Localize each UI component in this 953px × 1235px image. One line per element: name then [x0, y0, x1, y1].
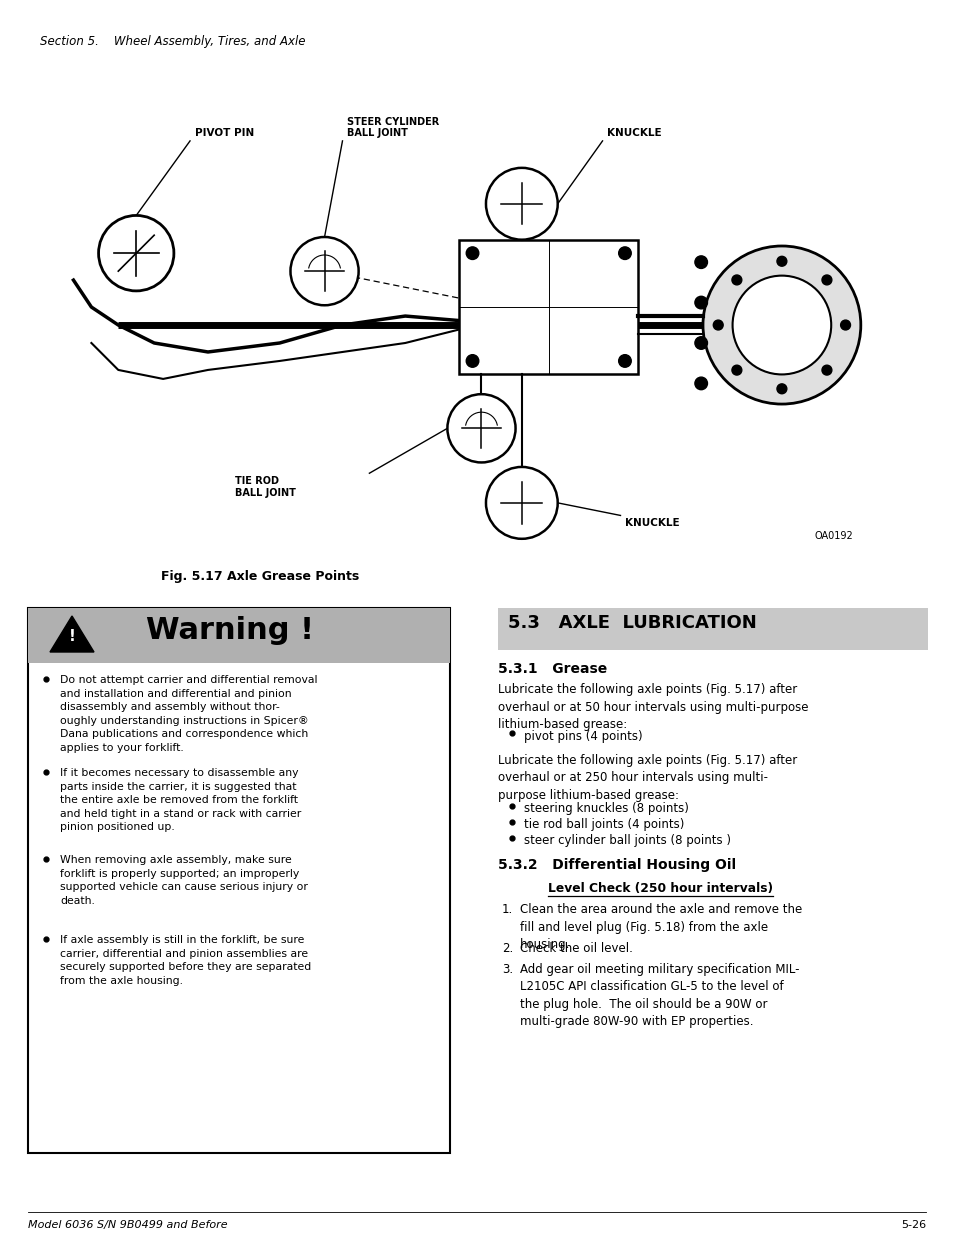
Bar [497, 608, 927, 650]
Text: Clean the area around the axle and remove the
fill and level plug (Fig. 5.18) fr: Clean the area around the axle and remov… [519, 903, 801, 951]
Circle shape [731, 366, 741, 375]
Text: 5.3.1   Grease: 5.3.1 Grease [497, 662, 607, 676]
Text: Model 6036 S/N 9B0499 and Before: Model 6036 S/N 9B0499 and Before [28, 1220, 228, 1230]
Polygon shape [50, 616, 94, 652]
Circle shape [821, 366, 831, 375]
Text: Section 5.    Wheel Assembly, Tires, and Axle: Section 5. Wheel Assembly, Tires, and Ax… [40, 35, 305, 48]
Text: 1.: 1. [501, 903, 513, 916]
Text: Fig. 5.17 Axle Grease Points: Fig. 5.17 Axle Grease Points [161, 571, 358, 583]
Circle shape [713, 320, 722, 330]
Text: 3.: 3. [501, 963, 513, 976]
Text: steer cylinder ball joints (8 points ): steer cylinder ball joints (8 points ) [523, 834, 730, 847]
Text: pivot pins (4 points): pivot pins (4 points) [523, 730, 642, 743]
Circle shape [731, 275, 741, 285]
Text: TIE ROD
BALL JOINT: TIE ROD BALL JOINT [234, 475, 295, 498]
Circle shape [694, 337, 707, 350]
Circle shape [694, 296, 707, 309]
Text: !: ! [69, 629, 75, 643]
Text: If it becomes necessary to disassemble any
parts inside the carrier, it is sugge: If it becomes necessary to disassemble a… [60, 768, 301, 832]
Circle shape [618, 354, 631, 367]
Text: OA0192: OA0192 [814, 531, 853, 541]
Bar [28, 608, 450, 663]
Text: Level Check (250 hour intervals): Level Check (250 hour intervals) [547, 882, 772, 895]
Circle shape [485, 168, 558, 240]
Text: 5-26: 5-26 [900, 1220, 925, 1230]
Text: Do not attempt carrier and differential removal
and installation and differentia: Do not attempt carrier and differential … [60, 676, 317, 753]
Text: STEER CYLINDER
BALL JOINT: STEER CYLINDER BALL JOINT [347, 116, 438, 138]
Text: steering knuckles (8 points): steering knuckles (8 points) [523, 802, 688, 815]
Text: KNUCKLE: KNUCKLE [624, 519, 679, 529]
Circle shape [466, 247, 478, 259]
Text: tie rod ball joints (4 points): tie rod ball joints (4 points) [523, 818, 683, 831]
Circle shape [694, 256, 707, 268]
Text: Lubricate the following axle points (Fig. 5.17) after
overhaul or at 50 hour int: Lubricate the following axle points (Fig… [497, 683, 807, 731]
Text: 5.3.2   Differential Housing Oil: 5.3.2 Differential Housing Oil [497, 858, 736, 872]
Text: 2.: 2. [501, 942, 513, 955]
Circle shape [840, 320, 850, 330]
Text: PIVOT PIN: PIVOT PIN [194, 128, 253, 138]
Circle shape [694, 377, 707, 390]
Circle shape [821, 275, 831, 285]
Text: When removing axle assembly, make sure
forklift is properly supported; an improp: When removing axle assembly, make sure f… [60, 855, 308, 905]
Bar [458, 240, 638, 374]
Circle shape [485, 467, 558, 538]
Circle shape [702, 246, 860, 404]
Circle shape [776, 384, 786, 394]
Text: 5.3   AXLE  LUBRICATION: 5.3 AXLE LUBRICATION [507, 614, 756, 632]
Circle shape [776, 257, 786, 267]
Text: If axle assembly is still in the forklift, be sure
carrier, differential and pin: If axle assembly is still in the forklif… [60, 935, 311, 986]
Text: Check the oil level.: Check the oil level. [519, 942, 632, 955]
Circle shape [618, 247, 631, 259]
Circle shape [447, 394, 515, 462]
Text: Warning !: Warning ! [146, 616, 314, 645]
Text: Lubricate the following axle points (Fig. 5.17) after
overhaul or at 250 hour in: Lubricate the following axle points (Fig… [497, 755, 797, 802]
Circle shape [732, 275, 830, 374]
Text: Add gear oil meeting military specification MIL-
L2105C API classification GL-5 : Add gear oil meeting military specificat… [519, 963, 799, 1029]
Bar [28, 608, 450, 1153]
Circle shape [290, 237, 358, 305]
Text: KNUCKLE: KNUCKLE [606, 128, 661, 138]
Circle shape [466, 354, 478, 367]
Circle shape [98, 215, 173, 291]
